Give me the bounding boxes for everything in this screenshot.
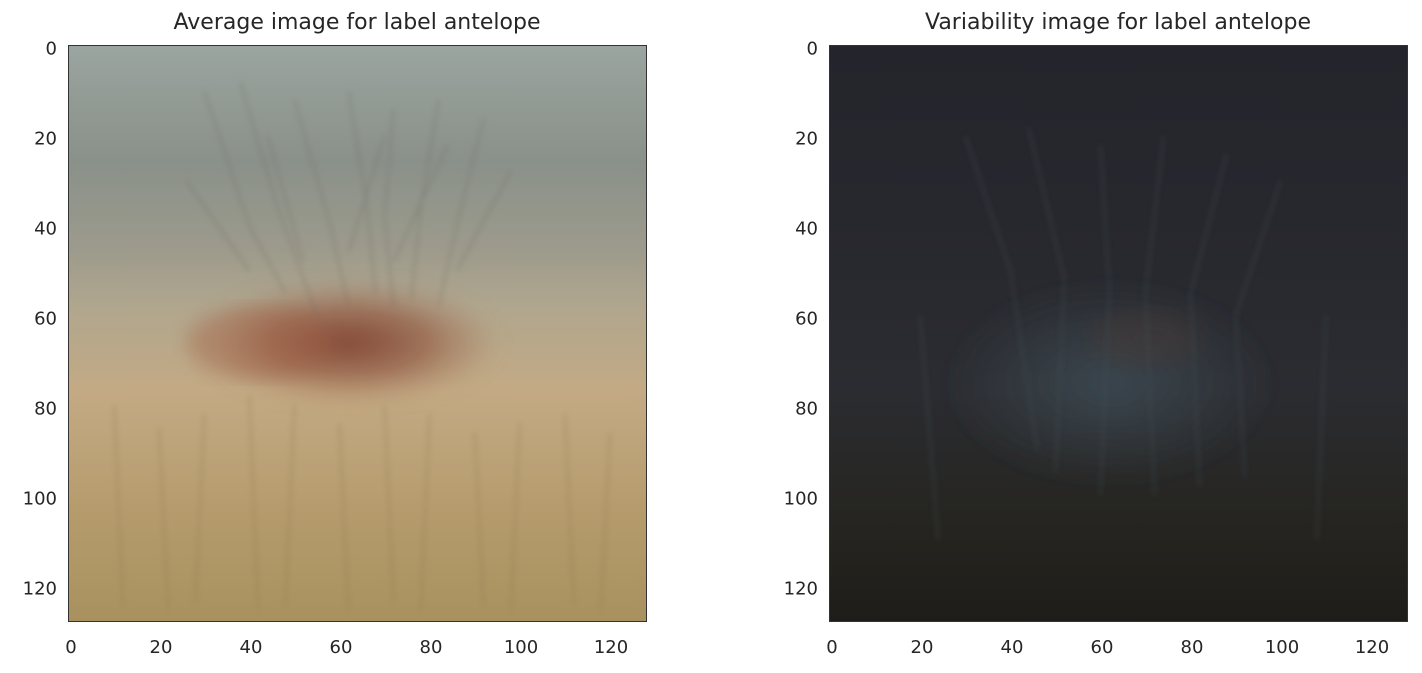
variability-image-plot-area: [829, 45, 1408, 622]
y-tick-label: 0: [806, 38, 818, 60]
chart-title: Average image for label antelope: [173, 10, 541, 35]
y-tick-label: 0: [45, 38, 57, 60]
y-tick-label: 80: [34, 398, 57, 420]
y-tick-label: 100: [22, 488, 57, 510]
variability-image-svg: [830, 46, 1407, 621]
x-tick-label: 120: [1354, 637, 1390, 658]
x-tick-label: 40: [1000, 637, 1024, 658]
average-image-svg: [69, 46, 646, 621]
y-tick-label: 20: [795, 128, 818, 150]
x-tick-label: 80: [1180, 637, 1204, 658]
grass-streaks: [112, 396, 612, 613]
x-tick-label: 60: [1090, 637, 1114, 658]
average-image-plot-area: [68, 45, 647, 622]
x-tick-label: 100: [1264, 637, 1300, 658]
variability-streaks: [919, 126, 1327, 541]
y-tick-label: 40: [34, 218, 57, 240]
y-tick-label: 120: [22, 578, 57, 600]
average-image-panel: Average image for label antelope: [22, 10, 647, 658]
x-tick-label: 100: [503, 637, 539, 658]
y-tick-label: 60: [795, 308, 818, 330]
y-tick-label: 60: [34, 308, 57, 330]
x-tick-label: 0: [65, 637, 77, 658]
chart-title: Variability image for label antelope: [924, 10, 1312, 35]
y-tick-label: 40: [795, 218, 818, 240]
x-tick-label: 80: [419, 637, 443, 658]
x-tick-label: 0: [826, 637, 838, 658]
x-tick-label: 20: [910, 637, 934, 658]
variability-image-panel: Variability image for label antelope: [711, 0, 1422, 673]
y-tick-label: 100: [783, 488, 818, 510]
x-tick-label: 60: [329, 637, 353, 658]
x-tick-label: 120: [593, 637, 629, 658]
x-tick-label: 20: [149, 637, 173, 658]
y-tick-label: 20: [34, 128, 57, 150]
y-tick-label: 120: [783, 578, 818, 600]
x-tick-label: 40: [239, 637, 263, 658]
y-tick-label: 80: [795, 398, 818, 420]
horn-streaks: [185, 81, 512, 316]
